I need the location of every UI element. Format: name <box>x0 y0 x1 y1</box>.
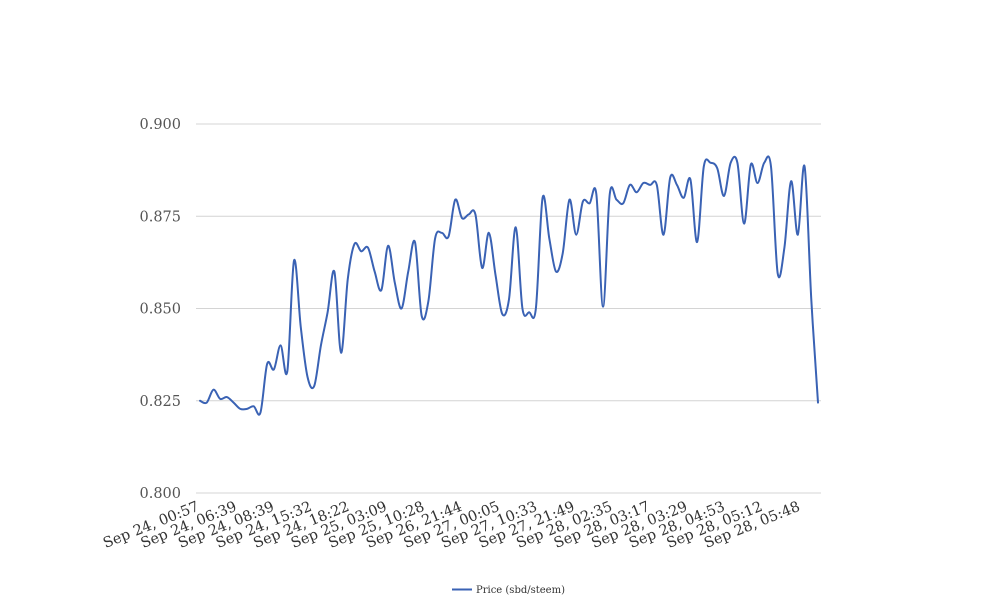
y-tick-label: 0.800 <box>139 486 181 502</box>
series-line-price <box>199 155 819 416</box>
series-layer <box>199 155 819 416</box>
y-tick-label: 0.825 <box>139 394 181 410</box>
legend[interactable]: Price (sbd/steem) <box>452 585 565 596</box>
y-tick-label: 0.900 <box>139 117 181 133</box>
y-tick-label: 0.875 <box>139 209 181 225</box>
y-axis-tick-labels: 0.800 0.825 0.850 0.875 0.900 <box>139 117 181 502</box>
y-tick-label: 0.850 <box>139 302 181 318</box>
legend-label: Price (sbd/steem) <box>476 585 565 596</box>
